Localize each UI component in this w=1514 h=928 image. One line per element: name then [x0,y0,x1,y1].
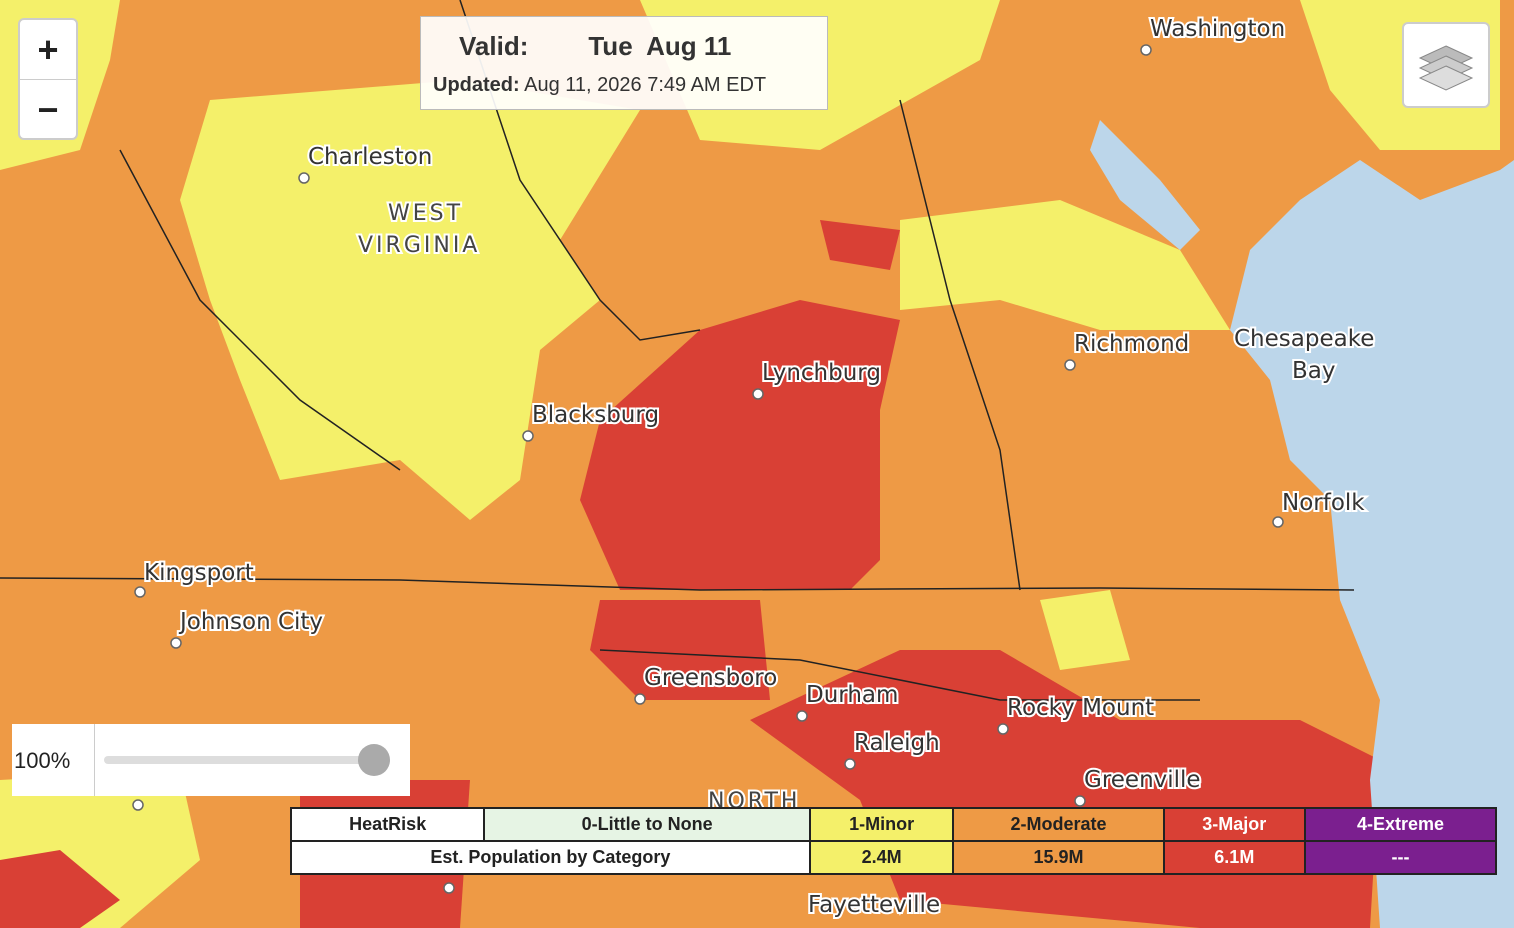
city-label: Kingsport [144,560,254,586]
city-label: Norfolk [1282,490,1365,516]
city-label: Durham [806,682,898,708]
legend: HeatRisk 0-Little to None 1-Minor 2-Mode… [289,807,1497,875]
population-value: 15.9M [952,840,1165,875]
city-label: Greensboro [644,665,777,691]
legend-category: 3-Major [1162,807,1307,842]
updated-label: Updated: [433,74,520,96]
city-label: Richmond [1074,331,1189,357]
layers-icon [1418,45,1474,91]
legend-category: 1-Minor [808,807,955,842]
city-label: Lynchburg [762,360,881,386]
city-label: Charleston [308,144,432,170]
valid-date: Tue Aug 11 [588,31,732,61]
city-label: Greenville [1084,767,1201,793]
city-label: Fayetteville [808,892,940,918]
zoom-in[interactable]: + [20,20,76,80]
city-label: Washington [1150,16,1285,42]
opacity-knob[interactable] [358,744,390,776]
opacity-track[interactable] [104,756,376,764]
opacity-label: 100% [14,748,71,773]
population-value: --- [1304,840,1497,875]
layers-button[interactable] [1402,22,1490,108]
updated-time: Aug 11, 2026 7:49 AM EDT [524,74,767,96]
population-value: 6.1M [1162,840,1307,875]
state-label: WEST [388,201,463,226]
state-label: VIRGINIA [358,233,480,258]
city-label: Raleigh [854,730,940,756]
zoom-control: + − [18,18,78,140]
population-label: Est. Population by Category [290,840,811,875]
opacity-control: 100% [12,724,410,796]
water-label: Bay [1292,358,1335,384]
legend-category: 0-Little to None [483,807,811,842]
city-label: Blacksburg [532,402,659,428]
city-label: Johnson City [178,609,323,635]
legend-category: 2-Moderate [952,807,1165,842]
city-label: Rocky Mount [1007,695,1154,721]
water-label: Chesapeake [1234,326,1374,352]
legend-header: HeatRisk [289,807,486,842]
population-value: 2.4M [808,840,955,875]
valid-label: Valid: [459,31,529,61]
legend-category: 4-Extreme [1304,807,1497,842]
valid-box: Valid: Tue Aug 11 Updated: Aug 11, 2026 7… [420,16,828,110]
zoom-out[interactable]: − [37,89,59,130]
